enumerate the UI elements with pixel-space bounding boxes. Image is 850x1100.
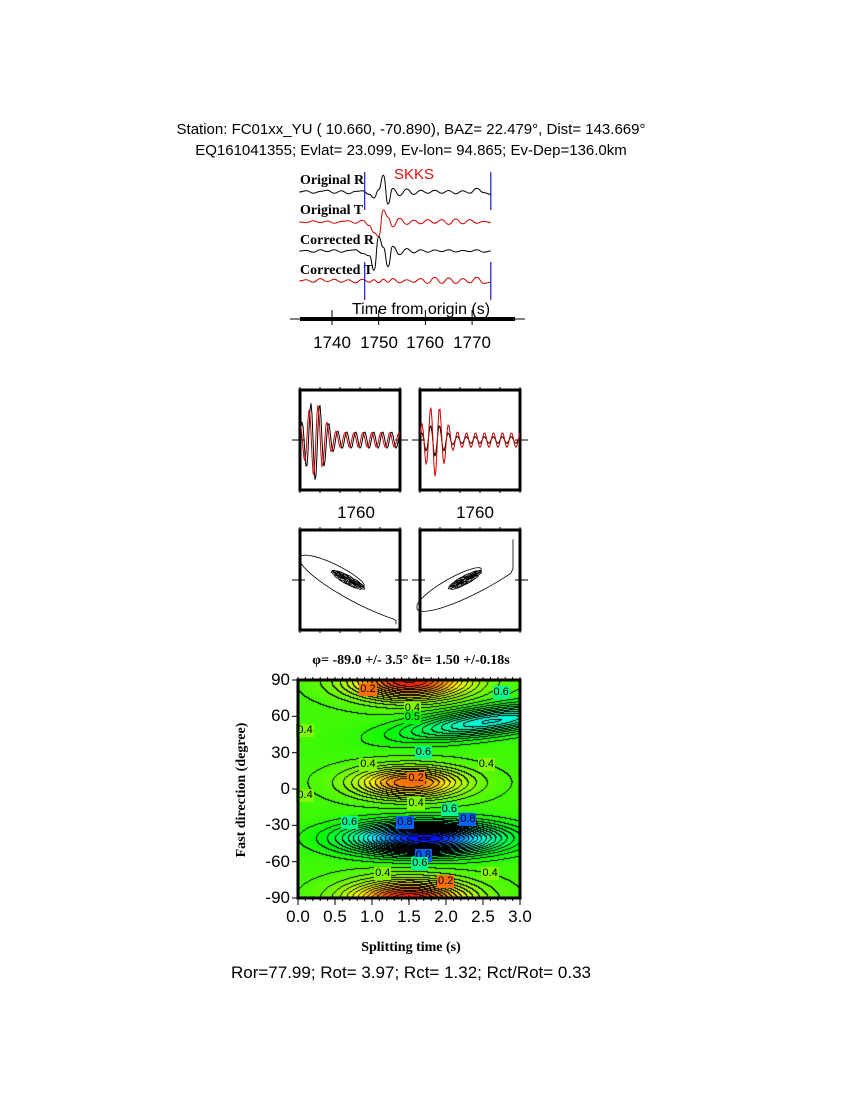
contour-label: 0.8: [459, 813, 477, 827]
particle-motion-panel-corrected: [418, 528, 522, 632]
x-tick-label: 3.0: [508, 907, 532, 926]
contour-label: 0.5: [403, 710, 421, 724]
contour-label: 0.4: [359, 757, 377, 771]
contour-label: 0.6: [411, 857, 429, 871]
contour-label: 0.4: [407, 796, 425, 810]
contour-label: 0.2: [407, 772, 425, 786]
time-tick-1770: 1770: [453, 333, 491, 352]
trace-original-r: [299, 174, 491, 205]
trace-label-original-r: Original R: [300, 173, 365, 188]
contour-label: 0.6: [414, 745, 433, 759]
contour-label: 0.6: [440, 802, 458, 816]
y-tick-label: -60: [265, 851, 290, 871]
contour-label: 0.4: [477, 757, 495, 771]
trace-corrected-t: [299, 276, 491, 284]
phase-label: SKKS: [394, 166, 435, 183]
panel-tick-1760-right: 1760: [456, 503, 494, 522]
trace-label-corrected-t: Corrected T: [300, 263, 373, 278]
time-tick-1740: 1740: [313, 333, 351, 352]
time-tick-1750: 1750: [360, 333, 398, 352]
x-axis-label: Splitting time (s): [361, 940, 461, 955]
y-tick-label: 60: [271, 706, 290, 726]
waveform-transverse-corrected: [419, 407, 521, 477]
waveform-transverse: [299, 405, 401, 477]
x-tick-label: 2.5: [471, 907, 495, 926]
trace-label-original-t: Original T: [300, 203, 364, 218]
x-tick-label: 2.0: [434, 907, 458, 926]
contour-label: 0.4: [481, 866, 499, 880]
waveform-radial: [299, 403, 401, 480]
time-tick-1760: 1760: [406, 333, 444, 352]
particle-motion-original: [299, 554, 397, 625]
panel-tick-1760-left: 1760: [337, 503, 375, 522]
contour-label: 0.8: [396, 815, 414, 829]
contour-frame: [296, 678, 522, 900]
trace-label-corrected-r: Corrected R: [300, 233, 374, 248]
contour-label: 0.4: [296, 789, 314, 803]
contour-label: 0.4: [296, 723, 314, 737]
y-tick-label: 0: [280, 779, 290, 798]
footer-stats: Ror=77.99; Rot= 3.97; Rct= 1.32; Rct/Rot…: [230, 963, 592, 982]
trace-original-t: [299, 209, 491, 237]
time-axis-label: Time from origin (s): [352, 301, 491, 318]
contour-label: 0.6: [492, 686, 510, 700]
x-tick-label: 1.5: [397, 907, 421, 926]
y-tick-label: -30: [265, 815, 290, 835]
x-tick-label: 0.5: [323, 907, 347, 926]
y-tick-label: -90: [265, 888, 290, 907]
event-info: EQ161041355; Evlat= 23.099, Ev-lon= 94.8…: [195, 142, 627, 159]
x-tick-label: 1.0: [360, 907, 384, 926]
y-tick-label: 90: [271, 670, 290, 689]
contour-title: φ= -89.0 +/- 3.5° δt= 1.50 +/-0.18s: [312, 653, 510, 668]
station-info: Station: FC01xx_YU ( 10.660, -70.890), B…: [176, 121, 646, 138]
particle-motion-corrected: [416, 539, 514, 612]
y-tick-label: 30: [271, 742, 290, 762]
contour-label: 0.2: [437, 875, 455, 889]
trace-corrected-r: [299, 236, 491, 271]
contour-label: 0.4: [374, 866, 392, 880]
contour-label: 0.2: [359, 682, 377, 696]
best-fit-marker: +: [405, 891, 412, 905]
contour-label: 0.6: [340, 815, 359, 829]
x-tick-label: 0.0: [286, 907, 310, 926]
